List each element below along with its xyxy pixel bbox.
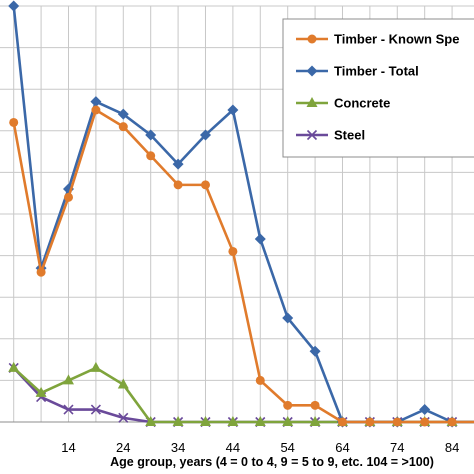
data-point [419, 404, 431, 416]
legend-item: Timber - Known Spe [296, 32, 459, 47]
series-line [12, 366, 474, 424]
data-point [90, 404, 101, 415]
legend-marker [306, 129, 318, 141]
data-point [392, 417, 402, 427]
data-point [310, 400, 320, 410]
x-tick-label: 64 [335, 440, 349, 455]
legend-marker [306, 97, 318, 107]
series-concrete [8, 361, 474, 426]
legend-marker [307, 34, 317, 44]
legend-label: Concrete [334, 96, 390, 111]
data-point [365, 417, 375, 427]
data-point [35, 386, 47, 397]
legend-label: Steel [334, 128, 365, 143]
data-point [447, 417, 457, 427]
data-point [282, 416, 294, 426]
legend-marker [306, 65, 318, 77]
series-line [12, 108, 474, 424]
data-point [90, 361, 102, 372]
legend-label: Timber - Known Spe [334, 32, 459, 47]
data-point [200, 180, 210, 190]
data-point [172, 158, 184, 170]
data-point [199, 129, 211, 141]
x-axis-title: Age group, years (4 = 0 to 4, 9 = 5 to 9… [110, 455, 434, 469]
data-point [117, 108, 129, 120]
series-steel [8, 362, 474, 428]
legend-item: Timber - Total [296, 64, 419, 79]
x-tick-labels: 14 24 34 44 54 64 74 84 [61, 440, 459, 455]
data-point [117, 378, 129, 389]
x-tick-label: 24 [116, 440, 130, 455]
x-tick-label: 14 [61, 440, 75, 455]
data-point [118, 412, 129, 423]
series-line [12, 5, 474, 424]
series-line [12, 367, 474, 424]
data-point [420, 417, 430, 427]
data-point [254, 416, 266, 426]
x-tick-label: 34 [171, 440, 185, 455]
x-tick-label: 54 [280, 440, 294, 455]
data-point [8, 361, 20, 372]
x-tick-label: 74 [390, 440, 404, 455]
x-tick-label: 44 [226, 440, 240, 455]
legend: Timber - Known Spe Timber - Total Concrete… [282, 18, 474, 158]
series-timber-known-spe [9, 105, 474, 427]
data-point [118, 122, 128, 132]
data-point [146, 151, 156, 161]
data-point [309, 416, 321, 426]
data-point [91, 105, 101, 115]
data-point [172, 416, 184, 426]
legend-item: Steel [296, 128, 365, 143]
data-point [282, 312, 294, 324]
data-point [90, 96, 102, 108]
legend-item: Concrete [296, 96, 390, 111]
data-point [145, 129, 157, 141]
series-layer [8, 0, 474, 428]
data-point [62, 374, 74, 385]
data-point [9, 117, 19, 127]
data-point [227, 416, 239, 426]
data-point [63, 404, 74, 415]
x-tick-label: 84 [445, 440, 459, 455]
legend-label: Timber - Total [334, 64, 419, 79]
data-point [173, 180, 183, 190]
data-point [199, 416, 211, 426]
data-point [283, 400, 293, 410]
data-point [227, 104, 239, 116]
data-point [228, 246, 238, 256]
data-point [63, 192, 73, 202]
data-point [309, 345, 321, 357]
data-point [8, 0, 20, 12]
data-point [36, 267, 46, 277]
data-point [337, 417, 347, 427]
data-point [145, 416, 157, 426]
data-point [255, 375, 265, 385]
data-point [254, 233, 266, 245]
